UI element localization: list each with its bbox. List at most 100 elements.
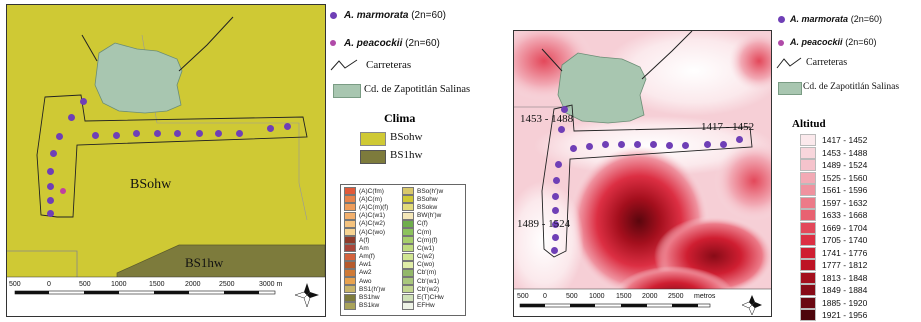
climate-class-label: A(f) <box>359 236 370 244</box>
marmorata-point <box>561 106 568 113</box>
marmorata-point <box>47 183 54 190</box>
region-label-bs1hw: BS1hw <box>185 255 224 270</box>
climate-class-label: BS1kw <box>359 302 380 310</box>
climate-class-row: Cb'(w1) <box>402 277 444 286</box>
altitude-class-swatch <box>800 246 816 259</box>
marmorata-legend-dot <box>778 16 785 23</box>
altitude-class-label: 1489 - 1524 <box>822 160 868 171</box>
climate-class-row: C(m) <box>402 228 444 237</box>
sampling-area-outline <box>541 104 753 258</box>
climate-class-row: BSokw <box>402 203 444 212</box>
altitude-class-row: 1453 - 1488 <box>800 146 867 160</box>
scale-label: 1000 <box>111 281 127 288</box>
marmorata-point <box>551 247 558 254</box>
altitude-map: 1453 - 1488 1417 - 1452 1489 - 1524 500 … <box>513 30 772 317</box>
scale-label: 0 <box>47 281 51 288</box>
climate-class-label: C(w2) <box>417 253 435 261</box>
marmorata-point <box>682 142 689 149</box>
climate-class-swatch <box>344 277 356 286</box>
legend-roads: Carreteras <box>806 57 848 68</box>
scale-label: 1000 <box>589 293 605 300</box>
marmorata-point <box>552 234 559 241</box>
marmorata-point <box>553 177 560 184</box>
marmorata-legend-dot <box>330 12 337 19</box>
marmorata-point <box>174 130 181 137</box>
climate-class-row: Awo <box>344 277 388 286</box>
climate-class-label: BS1(h')w <box>359 285 386 293</box>
climate-classes-col-left: (A)C(fm) (A)C(m) (A)C(m)(f) (A)C(w1) (A)C(w2… <box>344 187 388 310</box>
altitude-class-swatch <box>800 284 816 297</box>
climate-classes-legend: (A)C(fm) (A)C(m) (A)C(m)(f) (A)C(w1) (A)C(w2… <box>340 184 466 316</box>
climate-class-swatch <box>344 228 356 237</box>
marmorata-point <box>215 130 222 137</box>
climate-class-label: C(w1) <box>417 244 435 252</box>
climate-class-label: (A)C(m) <box>359 195 383 203</box>
legend-species1-n: (2n=60) <box>850 14 883 24</box>
climate-title: Clima <box>384 111 416 125</box>
climate-class-label: C(m)(f) <box>417 236 438 244</box>
marmorata-point <box>720 141 727 148</box>
altitude-class-row: 1561 - 1596 <box>800 184 867 197</box>
altitude-class-label: 1669 - 1704 <box>822 222 868 233</box>
road <box>541 48 563 72</box>
scale-bar <box>14 290 276 295</box>
climate-label-bsohw: BSohw <box>390 131 423 143</box>
marmorata-point <box>68 114 75 121</box>
legend-species2: A. peacockii <box>344 38 403 49</box>
climate-class-row: (A)C(m) <box>344 195 388 204</box>
marmorata-point <box>552 221 559 228</box>
altitude-title: Altitud <box>792 118 826 130</box>
climate-class-label: BS1hw <box>359 294 380 302</box>
marmorata-point <box>650 141 657 148</box>
legend-roads: Carreteras <box>366 59 412 71</box>
scale-label: 500 <box>517 293 529 300</box>
climate-class-swatch <box>402 252 414 261</box>
peacockii-legend-dot <box>778 40 784 46</box>
climate-class-row: Am(f) <box>344 252 388 261</box>
climate-class-label: Awo <box>359 277 372 285</box>
climate-class-row: (A)C(wo) <box>344 228 388 237</box>
scale-label: 500 <box>566 293 578 300</box>
altitude-class-row: 1813 - 1848 <box>800 271 867 285</box>
altitude-class-row: 1777 - 1812 <box>800 259 867 272</box>
altitude-class-swatch <box>800 134 816 147</box>
scale-label: 2500 <box>219 281 235 288</box>
marmorata-point <box>552 207 559 214</box>
altitude-class-row: 1885 - 1920 <box>800 296 867 310</box>
altitude-class-label: 1597 - 1632 <box>822 197 868 208</box>
climate-class-row: A(f) <box>344 236 388 245</box>
climate-class-row: Aw2 <box>344 268 388 277</box>
altitude-class-swatch <box>800 234 816 247</box>
climate-class-row: Aw1 <box>344 260 388 269</box>
climate-class-row: C(w1) <box>402 244 444 253</box>
climate-class-row: (A)C(w2) <box>344 219 388 228</box>
marmorata-point <box>113 132 120 139</box>
legend-species1: A. marmorata <box>790 14 849 24</box>
climate-class-swatch <box>344 260 356 269</box>
climate-class-label: BSohw <box>417 195 438 203</box>
climate-class-label: (A)C(wo) <box>359 228 385 236</box>
altitude-class-row: 1489 - 1524 <box>800 159 867 172</box>
roads-legend-icon <box>776 57 802 69</box>
scale-bar-panel <box>514 289 771 316</box>
climate-class-label: C(wo) <box>417 261 435 269</box>
altitude-class-label: 1849 - 1884 <box>822 285 868 296</box>
climate-class-label: Aw2 <box>359 269 372 277</box>
marmorata-point <box>236 130 243 137</box>
sampling-area-outline <box>36 94 308 218</box>
climate-class-label: EFHw <box>417 302 435 310</box>
climate-class-row: C(w2) <box>402 252 444 261</box>
altitude-class-row: 1741 - 1776 <box>800 246 867 260</box>
marmorata-point <box>133 130 140 137</box>
altitude-class-label: 1777 - 1812 <box>822 260 868 271</box>
legend-species2-n: (2n=60) <box>845 37 877 47</box>
city-zone <box>94 42 183 114</box>
climate-class-swatch <box>344 211 356 220</box>
climate-class-swatch <box>402 219 414 228</box>
altitude-class-swatch <box>800 196 816 209</box>
north-arrow <box>294 283 319 308</box>
climate-class-swatch <box>344 285 356 294</box>
climate-class-swatch <box>402 285 414 294</box>
climate-class-row: E(T)CHw <box>402 293 444 302</box>
climate-class-swatch <box>402 195 414 204</box>
